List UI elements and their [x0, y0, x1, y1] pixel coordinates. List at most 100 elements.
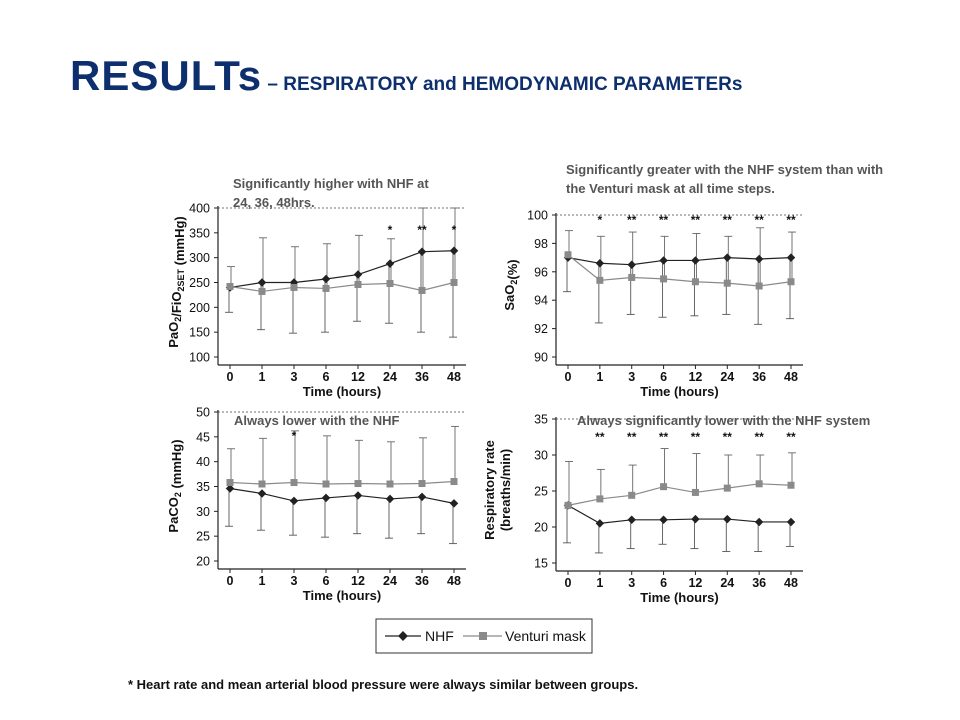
y-tick-label: 30	[196, 505, 210, 519]
y-tick-label: 90	[534, 351, 548, 365]
x-tick-label: 1	[596, 576, 603, 590]
data-point-venturi	[564, 251, 572, 259]
y-axis-label-line2: (breaths/min)	[498, 449, 513, 531]
data-point-venturi	[418, 480, 426, 488]
significance-marker: *	[452, 223, 457, 237]
y-tick-label: 100	[189, 351, 210, 365]
x-tick-label: 0	[227, 370, 234, 384]
data-point-venturi	[787, 278, 795, 286]
y-tick-label: 98	[534, 237, 548, 251]
significance-marker: **	[417, 223, 427, 237]
y-tick-label: 15	[534, 557, 548, 571]
data-point-nhf	[723, 514, 732, 524]
x-tick-label: 24	[383, 370, 397, 384]
y-tick-label: 92	[534, 322, 548, 336]
series-line-nhf	[567, 504, 791, 525]
data-point-venturi	[596, 495, 604, 503]
data-point-venturi	[755, 282, 763, 290]
x-tick-label: 36	[752, 576, 766, 590]
data-point-venturi	[723, 484, 731, 492]
data-point-venturi	[386, 480, 394, 488]
y-tick-label: 50	[196, 406, 210, 420]
data-point-venturi	[290, 479, 298, 487]
x-tick-label: 0	[565, 370, 572, 384]
x-axis-label: Time (hours)	[640, 590, 719, 605]
x-tick-label: 6	[323, 370, 330, 384]
significance-marker: **	[786, 213, 796, 227]
data-point-venturi	[596, 276, 604, 284]
y-tick-label: 20	[534, 521, 548, 535]
significance-marker: **	[627, 430, 637, 444]
data-point-nhf	[595, 259, 605, 268]
x-tick-label: 48	[784, 576, 798, 590]
series-line-venturi	[229, 480, 455, 485]
data-point-venturi	[723, 279, 731, 287]
y-tick-label: 40	[196, 455, 210, 469]
x-tick-label: 36	[752, 370, 766, 384]
legend: NHF Venturi mask	[375, 618, 593, 654]
y-axis-label: SaO2(%)	[502, 259, 520, 310]
x-tick-label: 1	[259, 370, 266, 384]
y-axis-label-part: (mmHg)	[169, 439, 184, 492]
y-axis-label-part: 2SET	[176, 268, 186, 291]
data-point-venturi	[226, 282, 234, 290]
x-tick-label: 12	[688, 370, 702, 384]
significance-marker: **	[659, 430, 669, 444]
y-axis-label-part: Respiratory rate	[482, 440, 497, 540]
y-tick-label: 250	[189, 276, 210, 290]
significance-marker: *	[292, 429, 297, 443]
x-tick-label: 0	[227, 574, 234, 588]
data-point-nhf	[353, 270, 363, 279]
data-point-venturi	[755, 480, 763, 488]
significance-marker: **	[786, 430, 796, 444]
x-axis-label: Time (hours)	[640, 384, 719, 399]
x-tick-label: 0	[565, 576, 572, 590]
y-axis-label-part: 2	[509, 280, 519, 285]
x-tick-label: 36	[415, 574, 429, 588]
significance-marker: **	[627, 213, 637, 227]
data-point-venturi	[354, 480, 362, 488]
series-line-nhf	[229, 250, 455, 289]
y-tick-label: 45	[196, 430, 210, 444]
x-tick-label: 6	[323, 574, 330, 588]
chart-note: Significantly greater with the NHF syste…	[566, 162, 883, 177]
y-tick-label: 350	[189, 226, 210, 240]
x-tick-label: 3	[628, 370, 635, 384]
data-point-nhf	[659, 256, 668, 265]
series-line-nhf	[567, 256, 792, 266]
y-axis-label-part: SaO	[502, 285, 517, 311]
y-axis-label-part: (mmHg)	[172, 216, 187, 269]
data-point-venturi	[660, 483, 668, 491]
data-point-venturi	[386, 279, 394, 287]
y-tick-label: 150	[189, 326, 210, 340]
data-point-nhf	[385, 494, 395, 504]
data-point-nhf	[385, 259, 395, 268]
y-axis-label-part: (%)	[505, 259, 520, 279]
y-axis-label: Respiratory rate(breaths/min)	[482, 440, 513, 540]
y-tick-label: 35	[196, 480, 210, 494]
data-point-nhf	[627, 260, 636, 269]
chart-note: Significantly higher with NHF at	[233, 176, 429, 191]
y-tick-label: 30	[534, 449, 548, 463]
data-point-venturi	[450, 279, 458, 286]
data-point-nhf	[754, 517, 764, 527]
x-tick-label: 1	[596, 370, 603, 384]
data-point-venturi	[290, 283, 298, 291]
data-point-nhf	[257, 489, 267, 498]
x-tick-label: 24	[720, 576, 734, 590]
data-point-nhf	[289, 496, 299, 506]
y-axis-label-part: 2	[173, 492, 183, 497]
y-axis-label-part: /FiO	[169, 291, 184, 316]
x-tick-label: 6	[660, 370, 667, 384]
data-point-nhf	[595, 519, 605, 528]
x-tick-label: 48	[784, 370, 798, 384]
x-tick-label: 48	[447, 574, 461, 588]
x-axis-label: Time (hours)	[303, 384, 382, 399]
data-point-venturi	[691, 278, 699, 286]
data-point-venturi	[564, 501, 572, 509]
data-point-venturi	[322, 284, 330, 292]
y-tick-label: 25	[534, 485, 548, 499]
